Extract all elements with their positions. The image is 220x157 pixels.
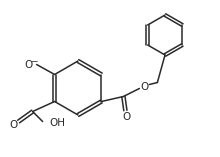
Text: O: O <box>140 82 149 92</box>
Text: −: − <box>30 56 37 65</box>
Text: O: O <box>9 121 18 130</box>
Text: O: O <box>24 60 33 70</box>
Text: OH: OH <box>50 119 66 128</box>
Text: O: O <box>122 111 130 122</box>
